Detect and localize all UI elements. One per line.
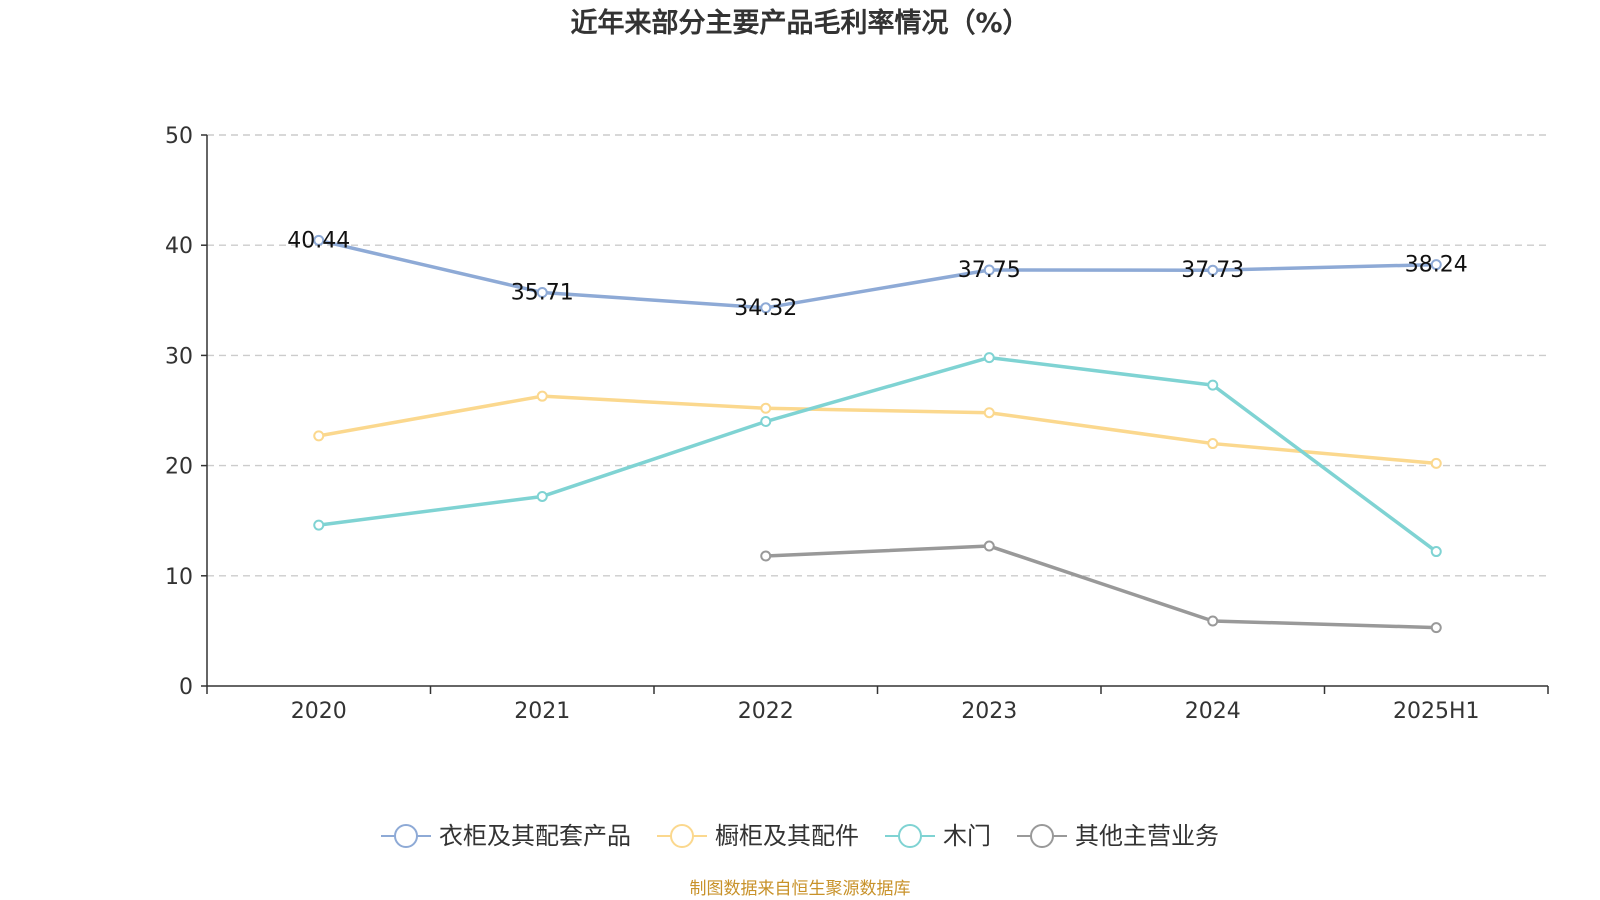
data-point-3-2 xyxy=(760,550,772,562)
legend[interactable]: 衣柜及其配套产品 橱柜及其配件 木门 其他主营业务 xyxy=(381,822,1219,850)
data-label-0-1: 35.71 xyxy=(511,280,574,305)
legend-item-2[interactable]: 木门 xyxy=(885,822,991,850)
data-point-2-2 xyxy=(760,416,772,428)
series-3 xyxy=(760,540,1442,634)
data-point-0-3 xyxy=(983,264,995,276)
y-tick-label-30: 30 xyxy=(165,344,193,369)
legend-item-3[interactable]: 其他主营业务 xyxy=(1017,822,1219,850)
legend-marker-icon xyxy=(670,824,694,848)
x-tick-label-2022: 2022 xyxy=(738,699,794,724)
axes: 0 10 20 30 40 50 2020 2021 2022 2023 2024 2025H1 xyxy=(165,124,1549,724)
data-label-0-0: 40.44 xyxy=(287,228,350,253)
y-tick-label-20: 20 xyxy=(165,455,193,480)
series-1 xyxy=(313,390,1442,469)
data-point-0-2 xyxy=(760,302,772,314)
x-tick-label-2024: 2024 xyxy=(1185,699,1241,724)
series-line-0 xyxy=(317,238,1438,310)
x-tick-label-2020: 2020 xyxy=(291,699,347,724)
y-tick-label-10: 10 xyxy=(165,565,193,590)
data-point-1-3 xyxy=(983,407,995,419)
y-tick-label-40: 40 xyxy=(165,234,193,259)
legend-marker-icon xyxy=(1030,824,1054,848)
data-point-0-5 xyxy=(1430,259,1442,271)
data-point-1-1 xyxy=(536,390,548,402)
data-point-2-5 xyxy=(1430,546,1442,558)
legend-item-0[interactable]: 衣柜及其配套产品 xyxy=(381,822,631,850)
legend-label: 橱柜及其配件 xyxy=(715,822,859,850)
data-point-3-5 xyxy=(1430,622,1442,634)
series-layer xyxy=(313,234,1442,634)
data-label-0-4: 37.73 xyxy=(1181,258,1244,283)
data-point-2-4 xyxy=(1207,379,1219,391)
data-point-2-0 xyxy=(313,519,325,531)
data-point-1-4 xyxy=(1207,438,1219,450)
data-point-1-5 xyxy=(1430,457,1442,469)
data-point-2-1 xyxy=(536,490,548,502)
data-point-2-3 xyxy=(983,352,995,364)
data-point-3-4 xyxy=(1207,615,1219,627)
x-tick-label-2023: 2023 xyxy=(961,699,1017,724)
data-label-0-3: 37.75 xyxy=(958,258,1021,283)
source-note: 制图数据来自恒生聚源数据库 xyxy=(690,879,911,899)
data-point-3-3 xyxy=(983,540,995,552)
grid-lines xyxy=(207,134,1548,577)
legend-label: 其他主营业务 xyxy=(1075,822,1219,850)
data-labels: 40.44 35.71 34.32 37.75 37.73 38.24 xyxy=(287,228,1467,320)
series-0 xyxy=(313,234,1442,314)
data-point-1-0 xyxy=(313,430,325,442)
data-point-0-1 xyxy=(536,286,548,298)
data-label-0-2: 34.32 xyxy=(734,296,797,321)
y-tick-label-0: 0 xyxy=(179,675,193,700)
series-2 xyxy=(313,352,1442,558)
data-label-0-5: 38.24 xyxy=(1405,253,1468,278)
data-point-1-2 xyxy=(760,402,772,414)
legend-marker-icon xyxy=(394,824,418,848)
series-line-2 xyxy=(317,355,1438,554)
legend-item-1[interactable]: 橱柜及其配件 xyxy=(657,822,859,850)
data-point-0-0 xyxy=(313,234,325,246)
y-tick-label-50: 50 xyxy=(165,124,193,149)
legend-label: 衣柜及其配套产品 xyxy=(439,822,631,850)
legend-marker-icon xyxy=(898,824,922,848)
series-line-3 xyxy=(764,544,1438,630)
legend-label: 木门 xyxy=(943,822,991,850)
chart-title: 近年来部分主要产品毛利率情况（%） xyxy=(570,7,1029,39)
x-tick-label-2025H1: 2025H1 xyxy=(1393,699,1480,724)
x-tick-label-2021: 2021 xyxy=(514,699,570,724)
series-line-1 xyxy=(317,394,1438,466)
data-point-0-4 xyxy=(1207,264,1219,276)
